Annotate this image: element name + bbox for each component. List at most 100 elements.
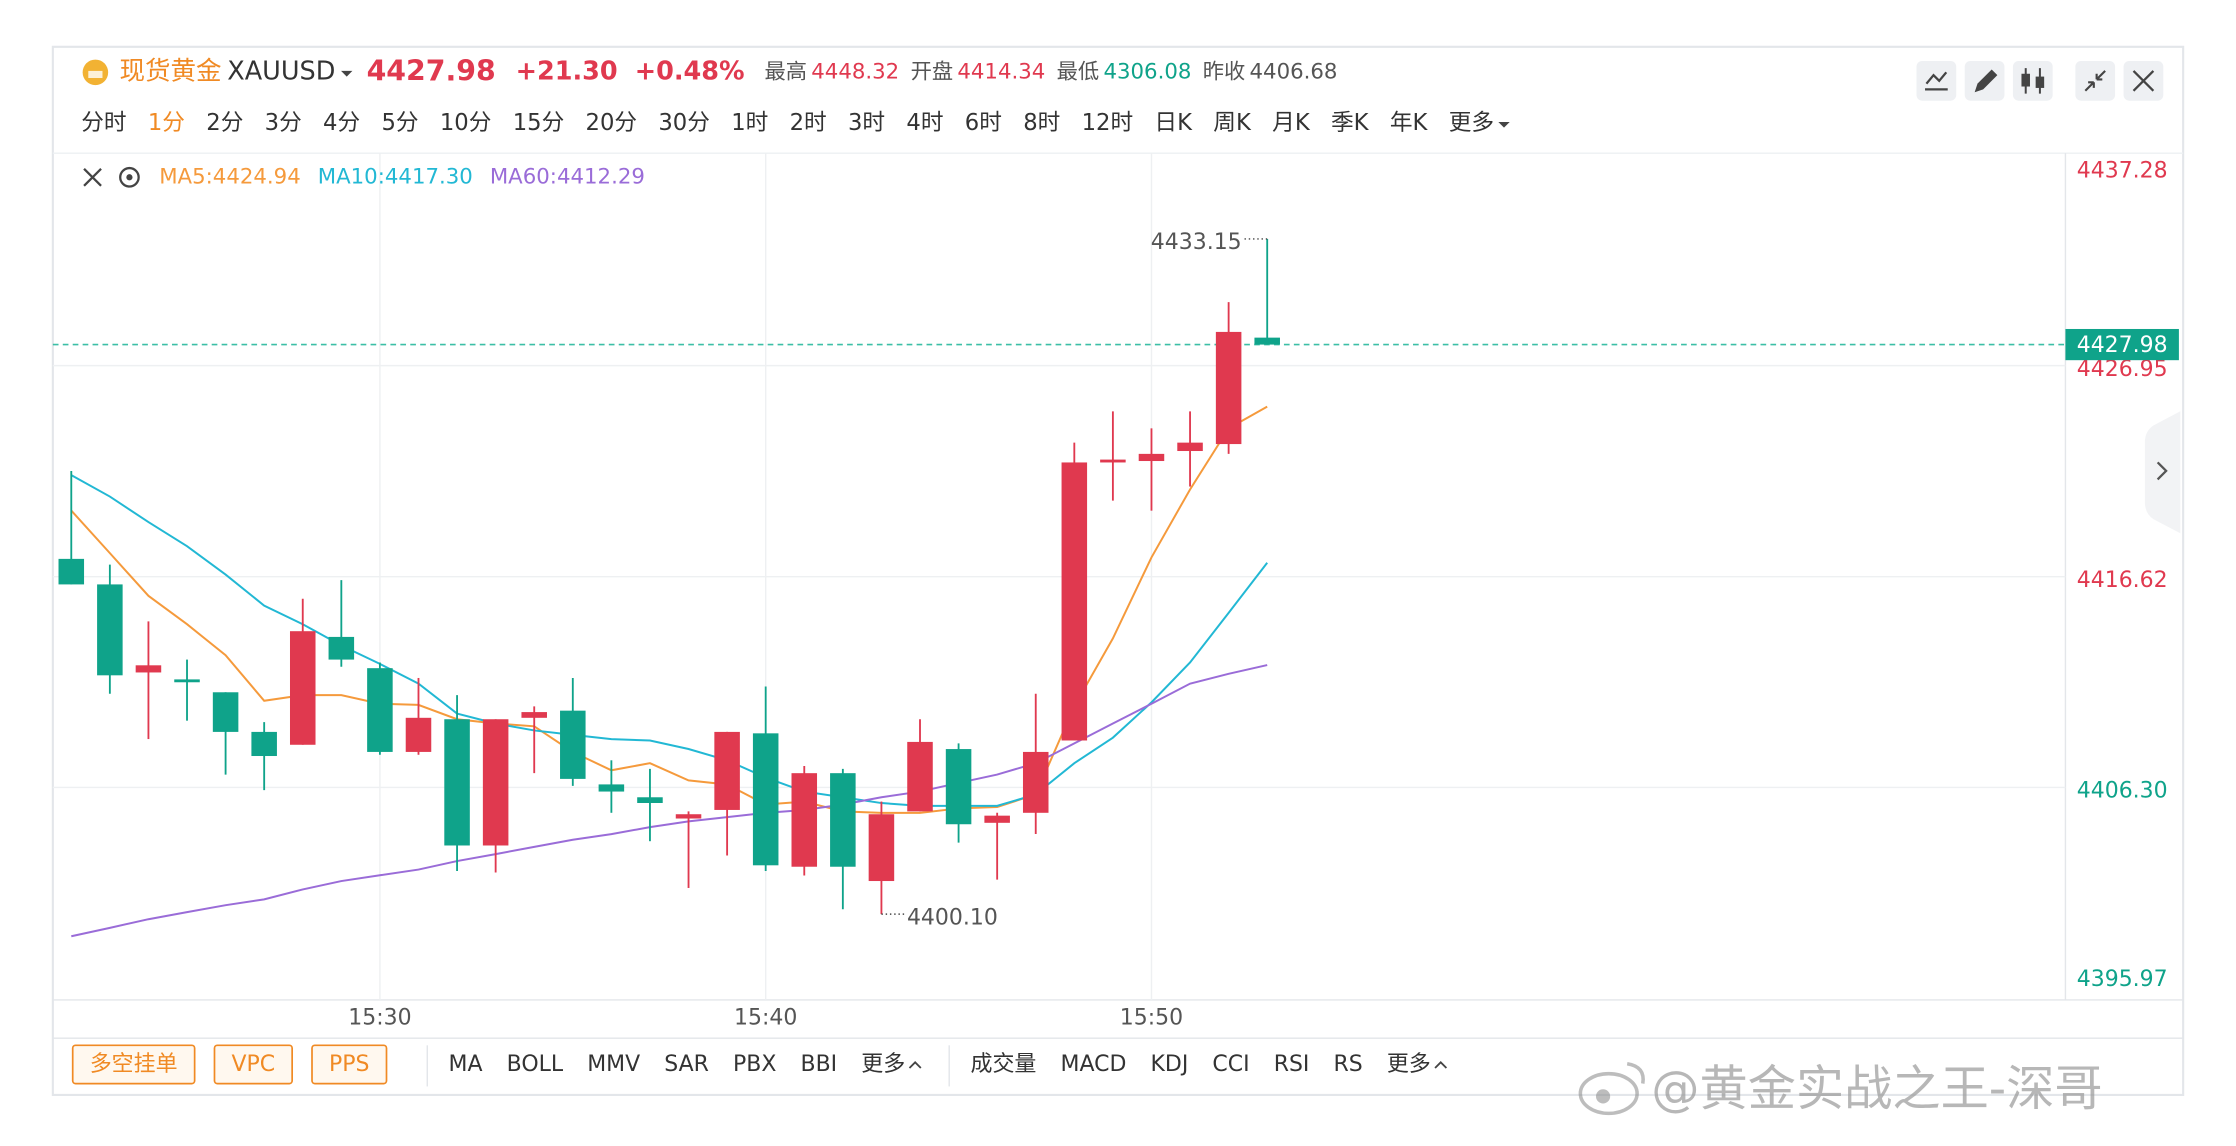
candle-body	[945, 749, 972, 825]
indicator-tab[interactable]: PBX	[733, 1052, 776, 1077]
toolbar-button-frame	[311, 1044, 388, 1085]
timeframe-tab[interactable]: 2时	[790, 110, 827, 136]
header-text: 最高	[764, 59, 807, 84]
timeframe-tab[interactable]: 5分	[381, 110, 418, 136]
toolbar-button-frame	[213, 1044, 294, 1085]
header-text: XAUUSD	[227, 56, 335, 86]
candle-body	[212, 692, 239, 732]
timeframe-tab[interactable]: 8时	[1023, 110, 1060, 136]
timeframe-tab[interactable]: 15分	[513, 110, 565, 136]
candle-body	[598, 784, 625, 792]
candle-body	[97, 584, 123, 676]
annotation-label: 4433.15	[1151, 230, 1242, 255]
collapse-button[interactable]	[2075, 60, 2116, 101]
indicator-tab[interactable]: 更多	[861, 1052, 905, 1077]
hide-indicator-icon[interactable]	[83, 167, 102, 187]
last-price-tag-text: 4427.98	[2077, 333, 2168, 358]
timeframe-tab[interactable]: 6时	[965, 110, 1002, 136]
timeframe-tab[interactable]: 3时	[848, 110, 885, 136]
y-tick-label: 4406.30	[2077, 779, 2168, 804]
header-text: +0.48%	[635, 56, 745, 86]
candle-body	[444, 719, 470, 846]
candle-body	[868, 814, 895, 882]
indicator-tab[interactable]: RS	[1334, 1052, 1363, 1077]
indicator-tab[interactable]: BOLL	[507, 1052, 564, 1077]
candle-body	[752, 733, 779, 866]
timeframe-tab[interactable]: 1时	[731, 110, 768, 136]
timeframe-tab[interactable]: 1分	[148, 110, 185, 136]
symbol-caret[interactable]	[341, 70, 353, 77]
indicator-tab[interactable]: MA	[449, 1052, 483, 1077]
header-text: 4427.98	[367, 54, 496, 87]
indicator-tab[interactable]: BBI	[801, 1052, 838, 1077]
watermark-text: @黄金实战之王-深哥	[1651, 1061, 2102, 1117]
y-tick-label: 4426.95	[2077, 357, 2168, 382]
candle-body	[637, 797, 663, 803]
candle-body	[984, 815, 1010, 823]
candle-body	[521, 712, 547, 718]
timeframe-tab[interactable]: 4分	[323, 110, 360, 136]
legend-entry: MA5:4424.94	[159, 164, 301, 189]
header-text: 4414.34	[957, 59, 1045, 84]
header-text: 最低	[1057, 59, 1100, 84]
timeframe-tab[interactable]: 2分	[206, 110, 243, 136]
indicator-tab[interactable]: 成交量	[970, 1052, 1036, 1077]
ma-line	[70, 474, 1268, 807]
legend-entry: MA10:4417.30	[318, 164, 473, 189]
timeframe-tab[interactable]: 10分	[440, 110, 492, 136]
candle-tool-button[interactable]	[2012, 60, 2053, 101]
weibo-pupil	[1595, 1089, 1611, 1104]
settings-icon[interactable]	[119, 166, 140, 188]
candle-tool-body	[2035, 76, 2045, 88]
candle-tool-body	[2021, 73, 2030, 87]
toolbar-button[interactable]: PPS	[311, 1044, 388, 1085]
candle-body	[289, 631, 316, 745]
header-text: 现货黄金	[120, 56, 222, 86]
timeframe-tab[interactable]: 月K	[1272, 110, 1311, 136]
timeframe-tab[interactable]: 分时	[81, 110, 126, 136]
indicator-tab[interactable]: SAR	[664, 1052, 709, 1077]
timeframe-tab[interactable]: 12时	[1082, 110, 1134, 136]
indicator-tab[interactable]: MACD	[1061, 1052, 1127, 1077]
close-icon	[2132, 70, 2155, 92]
timeframe-tab[interactable]: 周K	[1213, 110, 1252, 136]
candle-body	[830, 773, 856, 867]
annotation-label: 4400.10	[907, 905, 998, 930]
indicator-tab[interactable]: CCI	[1212, 1052, 1249, 1077]
timeframe-tab[interactable]: 日K	[1154, 110, 1193, 136]
toolbar-button[interactable]: VPC	[213, 1044, 294, 1085]
x-tick-label: 15:40	[734, 1005, 797, 1030]
header-text: 4406.68	[1250, 59, 1338, 84]
expander-arrow	[2156, 461, 2168, 481]
y-tick-label: 4437.28	[2077, 159, 2168, 184]
candle-body	[1138, 453, 1165, 462]
timeframe-tab[interactable]: 3分	[265, 110, 302, 136]
line-tool-icon	[1925, 71, 1948, 91]
timeframe-tab[interactable]: 季K	[1331, 110, 1370, 136]
header-text: +21.30	[516, 56, 618, 86]
indicator-tab[interactable]: 更多	[1387, 1052, 1431, 1077]
candle-body	[251, 731, 277, 757]
x-tick-label: 15:50	[1120, 1005, 1183, 1030]
indicator-tab[interactable]: KDJ	[1150, 1052, 1188, 1077]
y-tick-label: 4416.62	[2077, 568, 2168, 593]
timeframe-tab[interactable]: 20分	[586, 110, 638, 136]
watermark-icon	[1578, 1061, 1645, 1116]
toolbar-button[interactable]: 多空挂单	[71, 1044, 196, 1085]
candle-body	[1061, 462, 1088, 741]
timeframe-tab[interactable]: 年K	[1390, 110, 1429, 136]
candle-body	[174, 679, 200, 683]
indicator-tab[interactable]: RSI	[1274, 1052, 1310, 1077]
candle-body	[1215, 331, 1242, 445]
candle-body	[1254, 337, 1280, 345]
timeframe-tab[interactable]: 更多	[1449, 110, 1494, 136]
weibo-eye	[1578, 1071, 1639, 1116]
indicator-tab[interactable]: MMV	[587, 1052, 640, 1077]
side-expander[interactable]	[2144, 411, 2181, 534]
y-tick-label: 4395.97	[2077, 967, 2168, 992]
line-tool-button[interactable]	[1916, 60, 1957, 101]
header-text: 4448.32	[811, 59, 899, 84]
toolbar-button-frame	[71, 1044, 196, 1085]
timeframe-tab[interactable]: 4时	[906, 110, 943, 136]
timeframe-tab[interactable]: 30分	[658, 110, 710, 136]
